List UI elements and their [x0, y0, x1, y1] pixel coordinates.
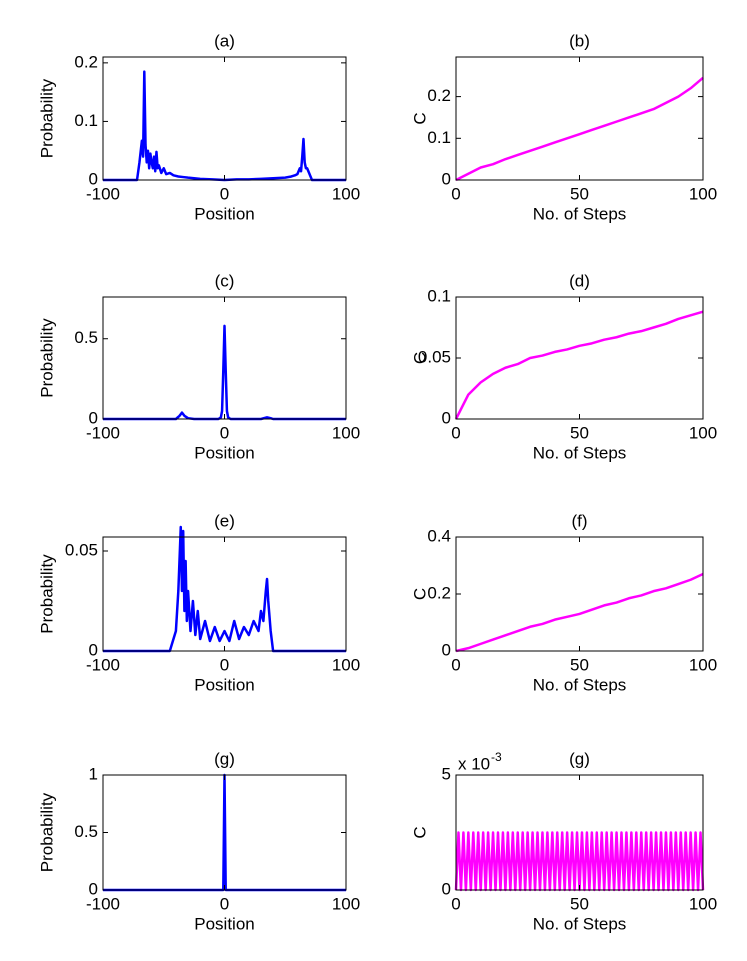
x-axis-label: No. of Steps	[533, 675, 627, 694]
y-tick-label: 0	[89, 879, 98, 898]
axes-box	[455, 56, 704, 181]
x-tick-label: 100	[332, 423, 360, 442]
x-tick-label: -100	[86, 655, 120, 674]
y-tick-label: 0	[89, 408, 98, 427]
x-tick-label: 100	[689, 655, 717, 674]
axes-title: (g)	[569, 749, 590, 768]
x-axis-label: No. of Steps	[533, 443, 627, 462]
axes-title: (a)	[214, 31, 235, 50]
x-tick-label: 0	[451, 423, 460, 442]
x-tick-label: 100	[332, 894, 360, 913]
x-tick-label: 50	[570, 184, 589, 203]
y-axis-label: C	[410, 588, 429, 600]
x-tick-label: 50	[570, 423, 589, 442]
axes-box	[102, 536, 347, 652]
y-tick-label: 0.05	[418, 347, 451, 366]
y-tick-label: 0.2	[74, 52, 98, 71]
x-axis-label: Position	[194, 204, 254, 223]
y-axis-label: C	[410, 112, 429, 124]
x-tick-label: -100	[86, 423, 120, 442]
y-tick-label: 0	[442, 169, 451, 188]
x-tick-label: -100	[86, 894, 120, 913]
x-tick-label: 0	[220, 894, 229, 913]
x-tick-label: 100	[689, 423, 717, 442]
y-axis-label: C	[410, 352, 429, 364]
x-axis-label: No. of Steps	[533, 914, 627, 933]
x-tick-label: 100	[332, 184, 360, 203]
data-line	[103, 525, 346, 653]
exponent-power: -3	[491, 750, 502, 764]
x-axis-label: Position	[194, 914, 254, 933]
y-tick-label: 1	[89, 764, 98, 783]
y-axis-label: Probability	[37, 554, 56, 634]
axes-title: (g)	[214, 749, 235, 768]
y-tick-label: 0.1	[74, 111, 98, 130]
x-tick-label: 50	[570, 894, 589, 913]
x-tick-label: 0	[220, 423, 229, 442]
y-tick-label: 0.2	[427, 583, 451, 602]
y-tick-label: 0.05	[65, 540, 98, 559]
y-tick-label: 0.5	[74, 822, 98, 841]
y-axis-label: Probability	[37, 318, 56, 398]
data-line	[455, 572, 704, 653]
x-tick-label: 100	[689, 894, 717, 913]
x-tick-label: -100	[86, 184, 120, 203]
y-tick-label: 0.2	[427, 86, 451, 105]
axes-title: (d)	[569, 271, 590, 290]
x-tick-label: 0	[220, 655, 229, 674]
y-tick-label: 0	[89, 640, 98, 659]
y-tick-label: 0.1	[427, 286, 451, 305]
x-tick-label: 0	[451, 894, 460, 913]
y-tick-label: 0.1	[427, 128, 451, 147]
axes-title: (b)	[569, 31, 590, 50]
data-line	[103, 324, 346, 421]
data-line	[454, 310, 704, 420]
exponent-base: x 10	[458, 754, 490, 773]
x-tick-label: 0	[451, 655, 460, 674]
x-tick-label: 0	[220, 184, 229, 203]
y-axis-label: C	[410, 826, 429, 838]
y-tick-label: 0	[442, 640, 451, 659]
y-tick-label: 0.5	[74, 328, 98, 347]
axes-title: (f)	[571, 511, 587, 530]
x-axis-label: No. of Steps	[533, 204, 627, 223]
y-tick-label: 5	[442, 764, 451, 783]
data-line	[103, 70, 346, 182]
data-line	[455, 76, 704, 182]
y-tick-label: 0	[442, 408, 451, 427]
axes-title: (e)	[214, 511, 235, 530]
x-axis-label: Position	[194, 675, 254, 694]
x-tick-label: 100	[332, 655, 360, 674]
y-tick-label: 0	[442, 879, 451, 898]
axes-title: (c)	[215, 271, 235, 290]
y-tick-label: 0.4	[427, 526, 451, 545]
y-axis-label: Probability	[37, 78, 56, 158]
x-tick-label: 0	[451, 184, 460, 203]
axes-box	[455, 536, 704, 652]
y-axis-label: Probability	[37, 792, 56, 872]
x-axis-label: Position	[194, 443, 254, 462]
x-tick-label: 100	[689, 184, 717, 203]
axes-box	[455, 296, 704, 420]
x-tick-label: 50	[570, 655, 589, 674]
y-tick-label: 0	[89, 169, 98, 188]
